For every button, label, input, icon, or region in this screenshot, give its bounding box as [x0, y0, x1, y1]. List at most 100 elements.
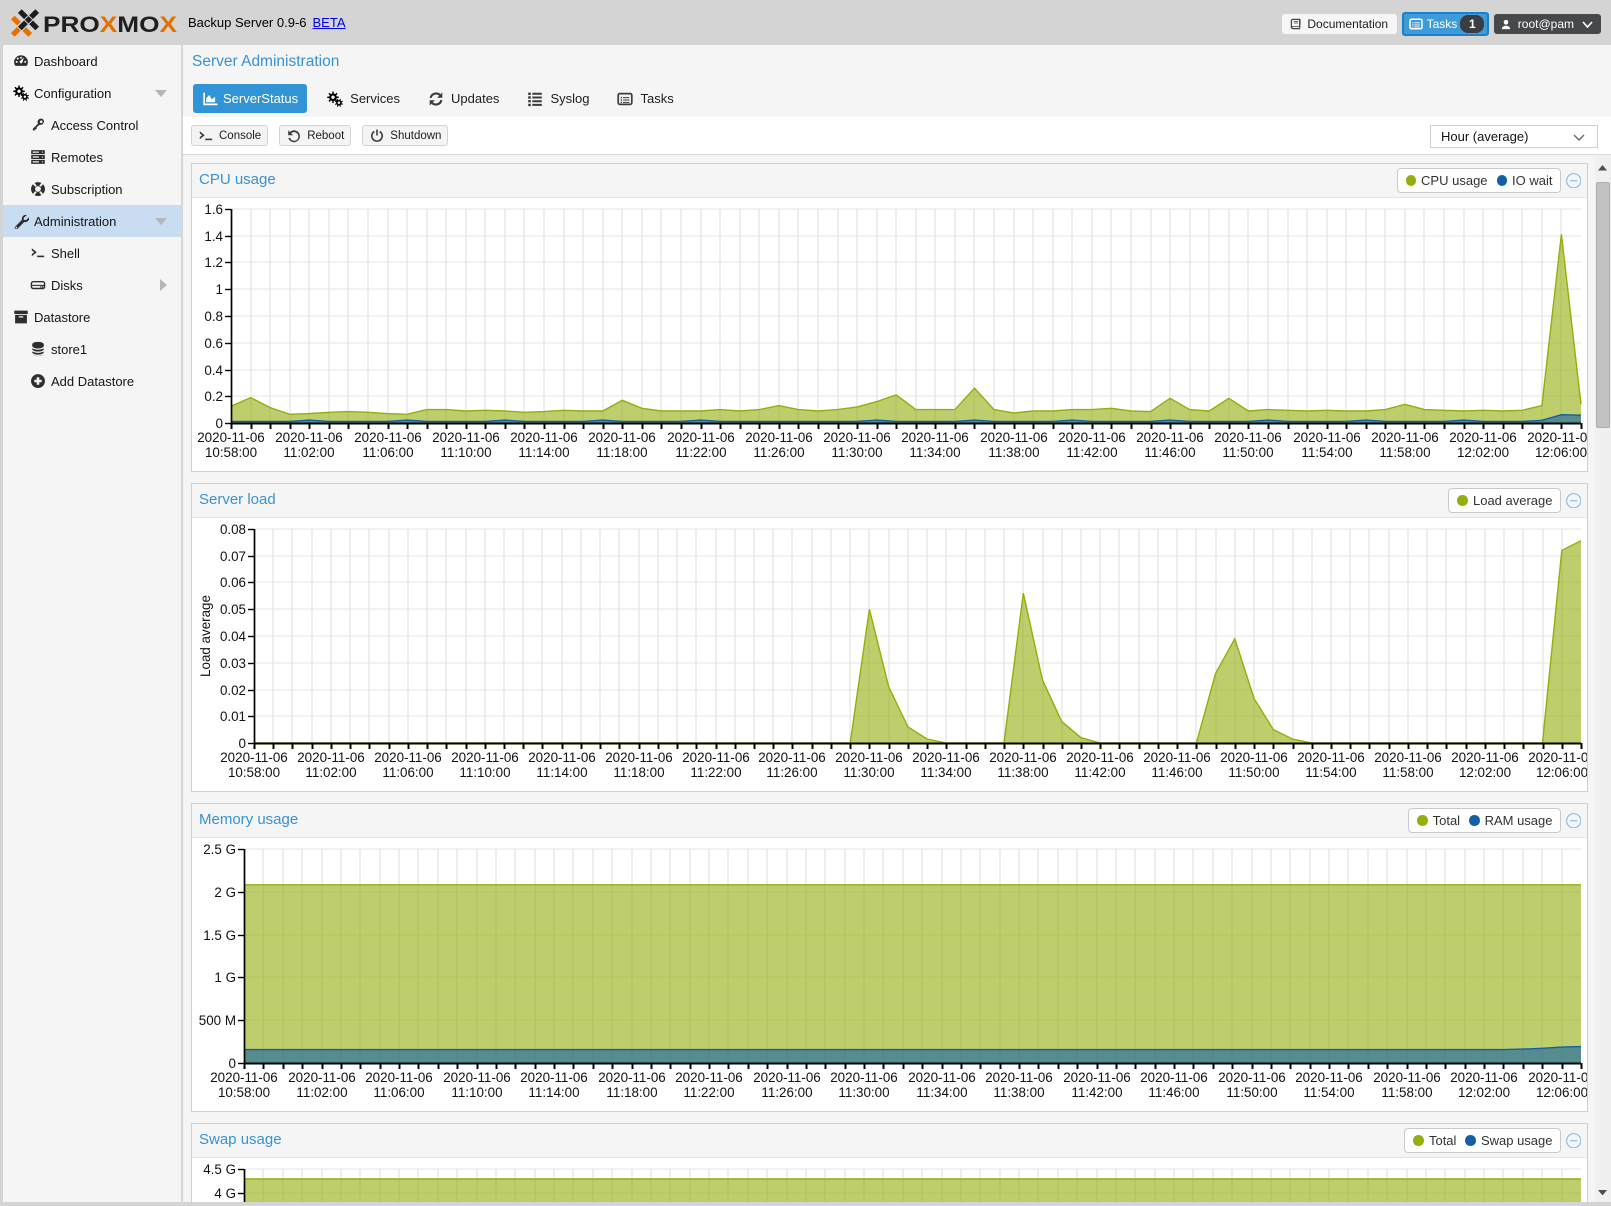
svg-text:11:18:00: 11:18:00	[596, 445, 647, 460]
svg-text:11:58:00: 11:58:00	[1382, 765, 1433, 780]
svg-text:10:58:00: 10:58:00	[228, 765, 280, 780]
svg-text:11:50:00: 11:50:00	[1226, 1085, 1277, 1100]
svg-text:2020-11-06: 2020-11-06	[1297, 750, 1365, 765]
svg-text:11:38:00: 11:38:00	[988, 445, 1039, 460]
svg-text:0.07: 0.07	[220, 549, 246, 564]
svg-text:11:54:00: 11:54:00	[1305, 765, 1356, 780]
svg-text:1.6: 1.6	[204, 202, 223, 217]
svg-text:2020-11-06: 2020-11-06	[1449, 430, 1517, 445]
svg-text:11:50:00: 11:50:00	[1228, 765, 1279, 780]
svg-text:2020-11-06: 2020-11-06	[675, 1070, 743, 1085]
svg-text:2020-11-06: 2020-11-06	[908, 1070, 976, 1085]
svg-text:1 G: 1 G	[214, 970, 236, 985]
svg-text:11:46:00: 11:46:00	[1148, 1085, 1199, 1100]
svg-text:4.5 G: 4.5 G	[203, 1162, 236, 1177]
svg-text:12:02:00: 12:02:00	[1459, 765, 1511, 780]
svg-text:11:54:00: 11:54:00	[1301, 445, 1352, 460]
svg-text:2020-11-06: 2020-11-06	[1371, 430, 1439, 445]
svg-text:12:06:00: 12:06:00	[1535, 445, 1587, 460]
svg-text:2020-11-06: 2020-11-06	[1143, 750, 1211, 765]
svg-text:11:22:00: 11:22:00	[675, 445, 726, 460]
svg-text:2 G: 2 G	[214, 885, 236, 900]
svg-text:0.01: 0.01	[220, 709, 246, 724]
svg-text:2020-11-06: 2020-11-06	[220, 750, 288, 765]
svg-text:2020-11-06: 2020-11-06	[835, 750, 903, 765]
svg-text:11:18:00: 11:18:00	[613, 765, 664, 780]
svg-text:4 G: 4 G	[214, 1186, 236, 1201]
svg-text:2020-11-06: 2020-11-06	[588, 430, 656, 445]
svg-text:500 M: 500 M	[199, 1013, 236, 1028]
svg-text:Load average: Load average	[198, 595, 213, 677]
svg-text:0.6: 0.6	[204, 336, 223, 351]
svg-text:2020-11-06: 2020-11-06	[980, 430, 1048, 445]
svg-text:2020-11-06: 2020-11-06	[989, 750, 1057, 765]
svg-text:2020-11-06: 2020-11-06	[1374, 750, 1442, 765]
svg-text:0: 0	[239, 736, 246, 751]
svg-text:2020-11-06: 2020-11-06	[1450, 1070, 1518, 1085]
svg-text:11:14:00: 11:14:00	[528, 1085, 579, 1100]
svg-text:2020-11-06: 2020-11-06	[354, 430, 422, 445]
svg-text:0: 0	[216, 416, 223, 431]
svg-text:0.04: 0.04	[220, 629, 247, 644]
svg-text:2020-11-06: 2020-11-06	[1373, 1070, 1441, 1085]
svg-text:2020-11-06: 2020-11-06	[520, 1070, 588, 1085]
svg-text:11:42:00: 11:42:00	[1071, 1085, 1122, 1100]
svg-text:2020-11-06: 2020-11-06	[1528, 750, 1587, 765]
svg-text:2020-11-06: 2020-11-06	[1140, 1070, 1208, 1085]
svg-text:2020-11-06: 2020-11-06	[197, 430, 265, 445]
svg-text:0: 0	[229, 1056, 236, 1071]
svg-text:2020-11-06: 2020-11-06	[432, 430, 500, 445]
svg-text:12:06:00: 12:06:00	[1536, 1085, 1587, 1100]
svg-text:11:02:00: 11:02:00	[296, 1085, 347, 1100]
svg-text:0.08: 0.08	[220, 522, 246, 537]
svg-text:11:14:00: 11:14:00	[518, 445, 569, 460]
svg-text:2020-11-06: 2020-11-06	[823, 430, 891, 445]
svg-text:2020-11-06: 2020-11-06	[510, 430, 578, 445]
svg-text:0.06: 0.06	[220, 575, 246, 590]
svg-text:11:06:00: 11:06:00	[362, 445, 413, 460]
svg-text:11:14:00: 11:14:00	[536, 765, 587, 780]
svg-text:11:46:00: 11:46:00	[1151, 765, 1202, 780]
svg-text:11:10:00: 11:10:00	[459, 765, 510, 780]
svg-text:0.02: 0.02	[220, 683, 246, 698]
svg-text:11:26:00: 11:26:00	[766, 765, 817, 780]
svg-text:11:50:00: 11:50:00	[1222, 445, 1273, 460]
svg-text:2020-11-06: 2020-11-06	[1528, 1070, 1587, 1085]
svg-text:2020-11-06: 2020-11-06	[901, 430, 969, 445]
svg-text:11:30:00: 11:30:00	[831, 445, 882, 460]
svg-text:11:26:00: 11:26:00	[761, 1085, 812, 1100]
svg-text:12:02:00: 12:02:00	[1457, 445, 1509, 460]
svg-text:2020-11-06: 2020-11-06	[1063, 1070, 1131, 1085]
svg-text:2020-11-06: 2020-11-06	[1058, 430, 1126, 445]
svg-text:2020-11-06: 2020-11-06	[451, 750, 519, 765]
svg-text:11:58:00: 11:58:00	[1381, 1085, 1432, 1100]
svg-text:12:02:00: 12:02:00	[1458, 1085, 1510, 1100]
svg-text:10:58:00: 10:58:00	[218, 1085, 270, 1100]
svg-text:11:22:00: 11:22:00	[683, 1085, 734, 1100]
svg-text:11:34:00: 11:34:00	[916, 1085, 967, 1100]
svg-text:1.4: 1.4	[204, 229, 223, 244]
svg-text:2020-11-06: 2020-11-06	[985, 1070, 1053, 1085]
svg-text:1.2: 1.2	[204, 255, 223, 270]
svg-text:11:46:00: 11:46:00	[1144, 445, 1195, 460]
svg-text:11:06:00: 11:06:00	[373, 1085, 424, 1100]
svg-text:2020-11-06: 2020-11-06	[1066, 750, 1134, 765]
svg-text:11:42:00: 11:42:00	[1066, 445, 1117, 460]
svg-text:11:06:00: 11:06:00	[382, 765, 433, 780]
svg-text:2020-11-06: 2020-11-06	[912, 750, 980, 765]
svg-text:2020-11-06: 2020-11-06	[605, 750, 673, 765]
svg-text:2020-11-06: 2020-11-06	[528, 750, 596, 765]
svg-text:0.05: 0.05	[220, 602, 246, 617]
svg-text:11:10:00: 11:10:00	[451, 1085, 502, 1100]
svg-text:0.03: 0.03	[220, 656, 246, 671]
svg-text:2020-11-06: 2020-11-06	[753, 1070, 821, 1085]
svg-text:0.8: 0.8	[204, 309, 223, 324]
svg-text:2020-11-06: 2020-11-06	[1218, 1070, 1286, 1085]
svg-text:2020-11-06: 2020-11-06	[1293, 430, 1361, 445]
svg-text:11:34:00: 11:34:00	[920, 765, 971, 780]
svg-text:12:06:00: 12:06:00	[1536, 765, 1587, 780]
svg-text:2020-11-06: 2020-11-06	[1136, 430, 1204, 445]
svg-text:2020-11-06: 2020-11-06	[443, 1070, 511, 1085]
svg-text:2020-11-06: 2020-11-06	[288, 1070, 356, 1085]
svg-text:0.2: 0.2	[204, 389, 223, 404]
